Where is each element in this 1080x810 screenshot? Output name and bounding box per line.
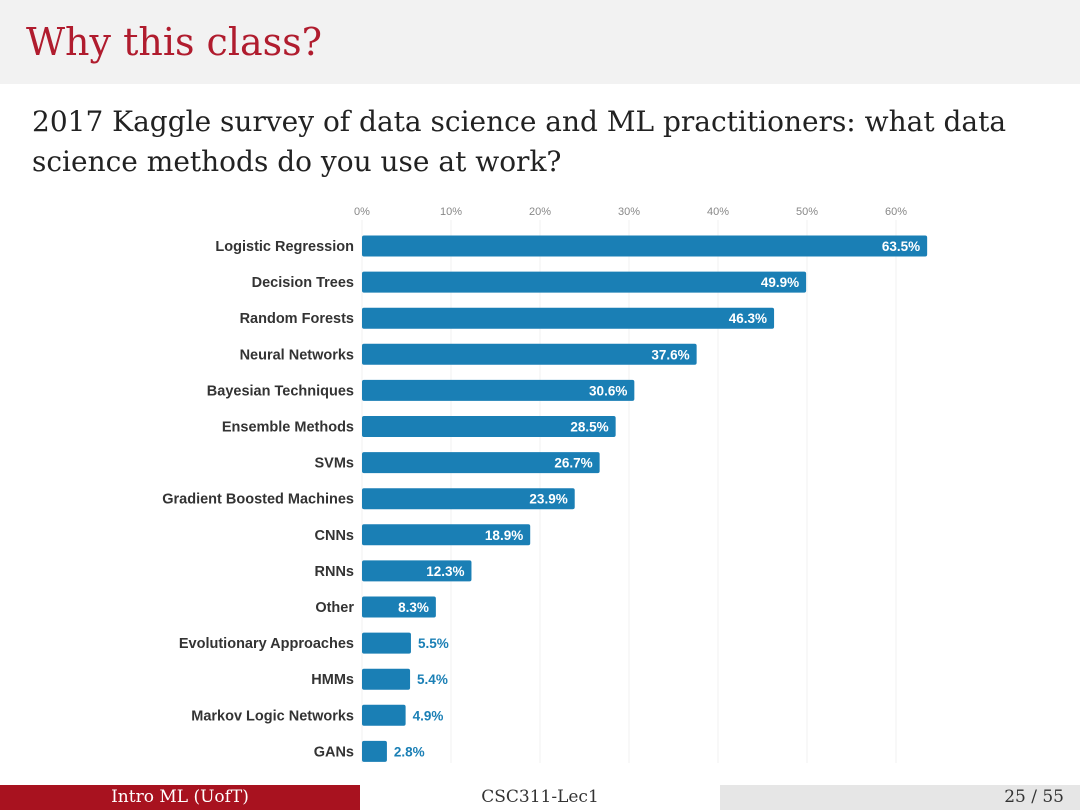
category-label: Decision Trees: [252, 275, 354, 291]
category-label: RNNs: [315, 564, 354, 580]
category-label: Other: [315, 600, 354, 616]
value-label: 49.9%: [761, 275, 799, 290]
bar: [362, 235, 928, 257]
category-label: HMMs: [311, 672, 354, 688]
category-label: Neural Networks: [240, 347, 354, 363]
page-number: 25 / 55: [1004, 787, 1064, 807]
value-label: 5.4%: [417, 672, 448, 687]
category-label: Ensemble Methods: [222, 420, 354, 436]
bar: [362, 740, 387, 762]
bar: [362, 560, 472, 582]
bar: [362, 596, 436, 618]
slide-text: 2017 Kaggle survey of data science and M…: [32, 105, 1007, 178]
x-tick-label: 30%: [618, 206, 640, 218]
title-bar: Why this class?: [0, 0, 1080, 84]
category-label: SVMs: [315, 456, 355, 472]
value-label: 30.6%: [589, 383, 627, 398]
bar-chart: 0% 10% 20% 30% 40% 50% 60% Logistic Regression 6…: [162, 206, 928, 763]
value-label: 5.5%: [418, 636, 449, 651]
category-label: Markov Logic Networks: [191, 708, 354, 724]
footer: Intro ML (UofT) CSC311-Lec1 25 / 55: [0, 785, 1080, 810]
category-label: Random Forests: [240, 311, 354, 327]
bar: [362, 416, 616, 437]
category-label: CNNs: [315, 528, 354, 544]
bar: [362, 488, 575, 510]
x-tick-label: 0%: [354, 206, 370, 218]
footer-author: Intro ML (UofT): [0, 785, 360, 810]
value-label: 63.5%: [882, 239, 920, 254]
slide-title: Why this class?: [26, 20, 323, 64]
value-label: 18.9%: [485, 528, 523, 543]
bar: [362, 524, 531, 546]
bar: [362, 343, 697, 365]
x-tick-label: 60%: [885, 206, 907, 218]
bar: [362, 704, 406, 726]
x-tick-label: 40%: [707, 206, 729, 218]
value-label: 2.8%: [394, 744, 425, 759]
value-label: 23.9%: [529, 492, 567, 507]
category-label: Logistic Regression: [215, 239, 354, 255]
value-label: 28.5%: [570, 420, 608, 435]
x-tick-label: 10%: [440, 206, 462, 218]
value-label: 26.7%: [554, 456, 592, 471]
category-label: Gradient Boosted Machines: [162, 492, 354, 508]
x-tick-label: 20%: [529, 206, 551, 218]
category-label: Bayesian Techniques: [207, 383, 354, 399]
bar: [362, 271, 807, 293]
bar: [362, 452, 600, 474]
value-label: 8.3%: [398, 600, 429, 615]
x-tick-label: 50%: [796, 206, 818, 218]
footer-right: 25 / 55: [720, 785, 1080, 810]
value-label: 46.3%: [729, 311, 767, 326]
bar: [362, 632, 411, 654]
footer-course: CSC311-Lec1: [360, 785, 720, 810]
bar: [362, 307, 775, 329]
category-label: GANs: [314, 744, 354, 760]
value-label: 4.9%: [413, 708, 444, 723]
value-label: 12.3%: [426, 564, 464, 579]
bar: [362, 668, 411, 690]
value-label: 37.6%: [651, 347, 689, 362]
bar: [362, 379, 635, 401]
category-label: Evolutionary Approaches: [179, 636, 354, 652]
